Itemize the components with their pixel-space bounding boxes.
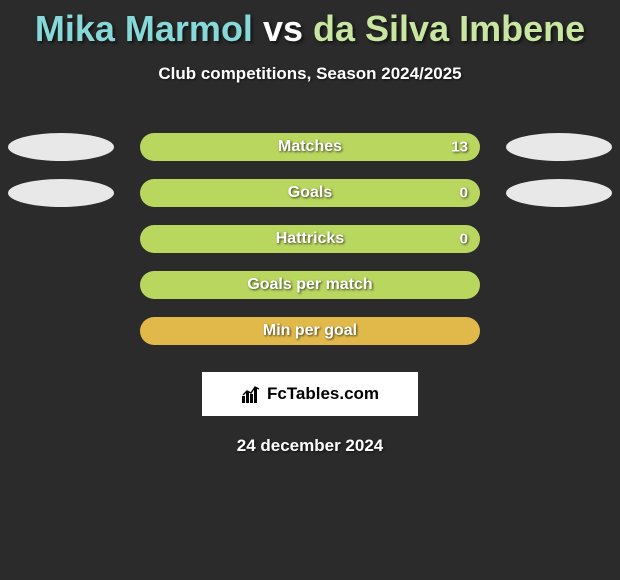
left-ellipse <box>8 133 114 161</box>
subtitle: Club competitions, Season 2024/2025 <box>0 64 620 84</box>
stat-bar: Goals per match <box>140 271 480 299</box>
stat-row: Matches 13 <box>0 124 620 170</box>
bar-chart-icon <box>241 384 261 404</box>
stat-row: Goals per match <box>0 262 620 308</box>
player1-name: Mika Marmol <box>35 8 253 49</box>
stat-label: Goals <box>288 184 332 202</box>
right-ellipse <box>506 179 612 207</box>
player2-name: da Silva Imbene <box>313 8 585 49</box>
stat-row: Goals 0 <box>0 170 620 216</box>
stat-bar: Hattricks 0 <box>140 225 480 253</box>
stat-label: Goals per match <box>247 276 372 294</box>
stat-bar: Matches 13 <box>140 133 480 161</box>
left-ellipse <box>8 179 114 207</box>
stats-rows: Matches 13 Goals 0 Hattricks 0 Goals per match… <box>0 124 620 354</box>
stat-bar: Min per goal <box>140 317 480 345</box>
stat-value: 0 <box>460 231 468 248</box>
stat-label: Hattricks <box>276 230 344 248</box>
stat-value: 13 <box>451 139 468 156</box>
stat-row: Min per goal <box>0 308 620 354</box>
brand-inner: FcTables.com <box>241 384 379 404</box>
brand-box: FcTables.com <box>202 372 418 416</box>
vs-text: vs <box>263 8 303 49</box>
date-text: 24 december 2024 <box>0 436 620 456</box>
stat-label: Matches <box>278 138 342 156</box>
stat-bar: Goals 0 <box>140 179 480 207</box>
stat-row: Hattricks 0 <box>0 216 620 262</box>
comparison-title: Mika Marmol vs da Silva Imbene <box>0 0 620 50</box>
stat-value: 0 <box>460 185 468 202</box>
stat-label: Min per goal <box>263 322 357 340</box>
brand-text: FcTables.com <box>267 384 379 404</box>
right-ellipse <box>506 133 612 161</box>
